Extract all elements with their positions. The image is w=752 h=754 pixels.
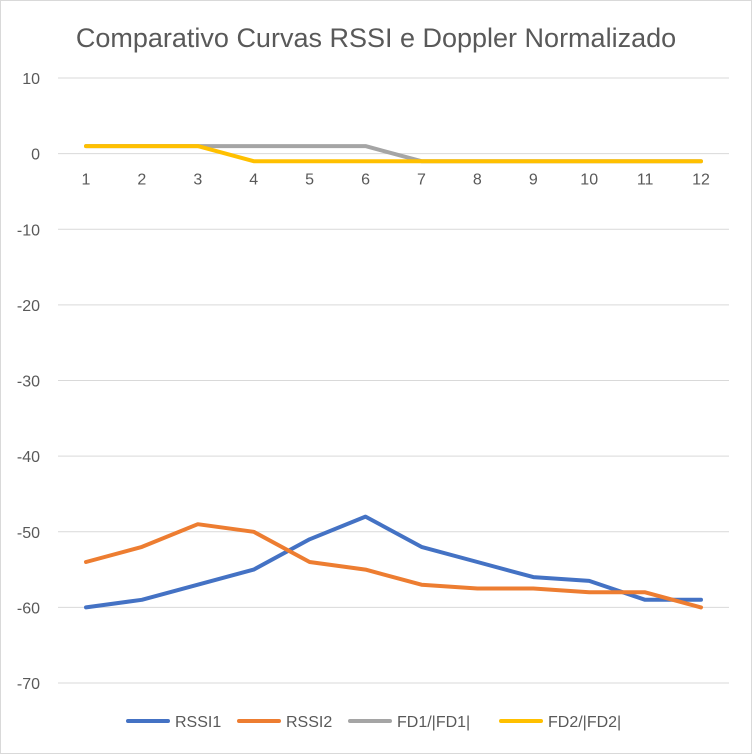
y-tick-label: -10 <box>17 222 40 239</box>
y-tick-label: -30 <box>17 374 40 391</box>
y-tick-label: 10 <box>22 71 40 88</box>
y-tick-label: -50 <box>17 525 40 542</box>
x-tick-label: 11 <box>637 172 654 189</box>
legend: RSSI1 RSSI2 FD1/|FD1| FD2/|FD2| <box>126 714 621 731</box>
legend-label: RSSI2 <box>286 714 332 731</box>
series-line-fd2-fd2- <box>84 144 703 164</box>
gridlines <box>58 77 729 684</box>
series-line-rssi1 <box>84 514 703 610</box>
legend-label: RSSI1 <box>175 714 221 731</box>
x-tick-label: 2 <box>137 172 146 189</box>
x-tick-label: 3 <box>193 172 202 189</box>
legend-label: FD1/|FD1| <box>397 714 470 731</box>
x-tick-label: 9 <box>529 172 538 189</box>
x-tick-label: 8 <box>473 172 482 189</box>
x-tick-label: 1 <box>82 172 91 189</box>
y-tick-label: -40 <box>17 449 40 466</box>
x-tick-label: 10 <box>580 172 598 189</box>
x-tick-label: 6 <box>361 172 370 189</box>
x-tick-label: 7 <box>417 172 426 189</box>
y-axis-tick-labels: 10 0 -10 -20 -30 -40 -50 -60 -70 <box>17 71 40 693</box>
legend-label: FD2/|FD2| <box>548 714 621 731</box>
y-tick-label: 0 <box>31 147 40 164</box>
x-axis-tick-labels: 1 2 3 4 5 6 7 8 9 10 11 12 <box>82 172 711 189</box>
series-line-rssi2 <box>84 522 703 610</box>
y-tick-label: -60 <box>17 600 40 617</box>
chart-title: Comparativo Curvas RSSI e Doppler Normal… <box>76 23 676 53</box>
series-lines <box>84 144 703 610</box>
x-tick-label: 4 <box>249 172 258 189</box>
y-tick-label: -70 <box>17 676 40 693</box>
x-tick-label: 12 <box>692 172 710 189</box>
x-tick-label: 5 <box>305 172 314 189</box>
y-tick-label: -20 <box>17 298 40 315</box>
